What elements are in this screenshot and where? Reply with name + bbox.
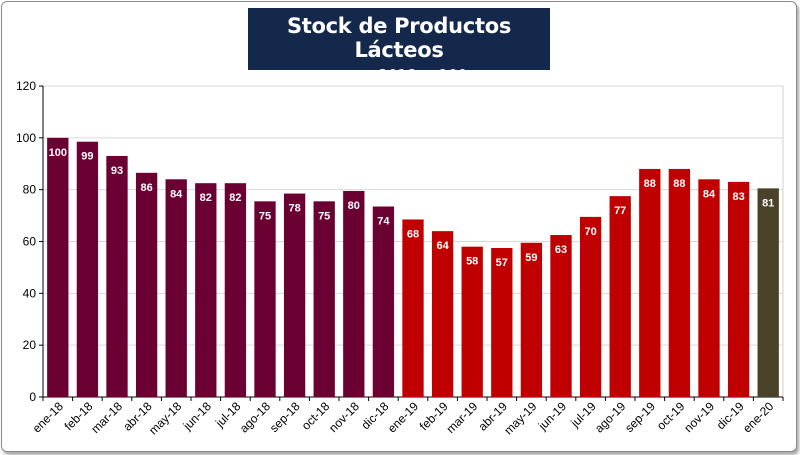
x-tick-label: may-18: [146, 399, 184, 437]
bar: [106, 155, 128, 397]
y-tick-label: 80: [23, 183, 37, 197]
bar-value-label: 74: [377, 216, 390, 228]
bar-value-label: 59: [525, 252, 537, 264]
bar-value-label: 88: [673, 178, 685, 190]
bar-value-label: 84: [703, 188, 716, 200]
y-tick-label: 20: [23, 338, 37, 352]
bar-value-label: 58: [466, 256, 478, 268]
bar: [698, 179, 720, 397]
bar: [372, 206, 395, 397]
bar-value-label: 83: [732, 191, 744, 203]
y-tick-label: 100: [16, 131, 36, 145]
bar-value-label: 99: [81, 151, 93, 163]
x-tick-label: sep-18: [267, 399, 303, 435]
bar-value-label: 84: [170, 188, 183, 200]
bar: [431, 231, 454, 397]
bar: [135, 172, 158, 397]
bar: [579, 216, 602, 397]
bar-value-label: 68: [407, 228, 419, 240]
bar: [668, 168, 691, 397]
bar-value-label: 70: [584, 226, 596, 238]
x-tick-label: sep-19: [622, 399, 658, 435]
bar-value-label: 81: [762, 197, 774, 209]
x-tick-label: jun-19: [535, 399, 569, 433]
bar: [165, 179, 187, 397]
chart-title: Stock de Productos Lácteos: [286, 14, 512, 62]
bar: [609, 196, 631, 397]
bar: [550, 235, 572, 397]
bar: [313, 201, 335, 397]
y-tick-label: 120: [16, 79, 36, 93]
bar: [224, 183, 247, 397]
y-tick-label: 0: [29, 390, 36, 404]
bar: [195, 183, 217, 397]
x-tick-label: mar-18: [88, 399, 125, 436]
chart-subtitle: - enero 2018 = 100 -: [320, 66, 478, 84]
bar-value-label: 57: [496, 257, 508, 269]
x-tick-label: ago-19: [592, 399, 629, 436]
x-tick-label: mar-19: [444, 399, 481, 436]
bar-value-label: 64: [436, 240, 449, 252]
bar: [491, 247, 513, 397]
bar-value-label: 63: [555, 244, 567, 256]
bar: [254, 201, 276, 397]
bar: [757, 188, 779, 397]
x-tick-label: jun-18: [180, 399, 214, 433]
y-tick-label: 60: [23, 235, 37, 249]
bar-value-label: 77: [614, 205, 626, 217]
x-tick-label: nov-19: [681, 399, 717, 435]
y-tick-label: 40: [23, 286, 37, 300]
bar-value-label: 88: [644, 178, 656, 190]
x-tick-label: ago-18: [237, 399, 274, 436]
x-tick-label: nov-18: [326, 399, 362, 435]
bar-value-label: 93: [111, 165, 123, 177]
bar-value-label: 75: [259, 210, 271, 222]
bar: [461, 246, 483, 397]
x-tick-label: may-19: [501, 399, 539, 437]
bar: [343, 190, 365, 397]
bar-value-label: 82: [229, 192, 241, 204]
bar-value-label: 100: [49, 147, 67, 159]
bar: [76, 141, 99, 397]
chart-title-box: Stock de Productos Lácteos - enero 2018 …: [248, 8, 550, 84]
x-tick-label: ene-20: [740, 399, 777, 436]
bar: [639, 168, 661, 397]
bar-value-label: 75: [318, 210, 330, 222]
bar: [47, 137, 69, 398]
bar-value-label: 80: [348, 200, 360, 212]
bar: [283, 193, 306, 397]
x-tick-label: ene-19: [385, 399, 422, 436]
x-tick-label: ene-18: [30, 399, 67, 436]
bar: [520, 242, 543, 397]
bar-value-label: 86: [140, 182, 152, 194]
bar: [727, 181, 750, 397]
bar-value-label: 78: [288, 203, 300, 215]
bar: [402, 219, 424, 397]
bar-value-label: 82: [200, 192, 212, 204]
